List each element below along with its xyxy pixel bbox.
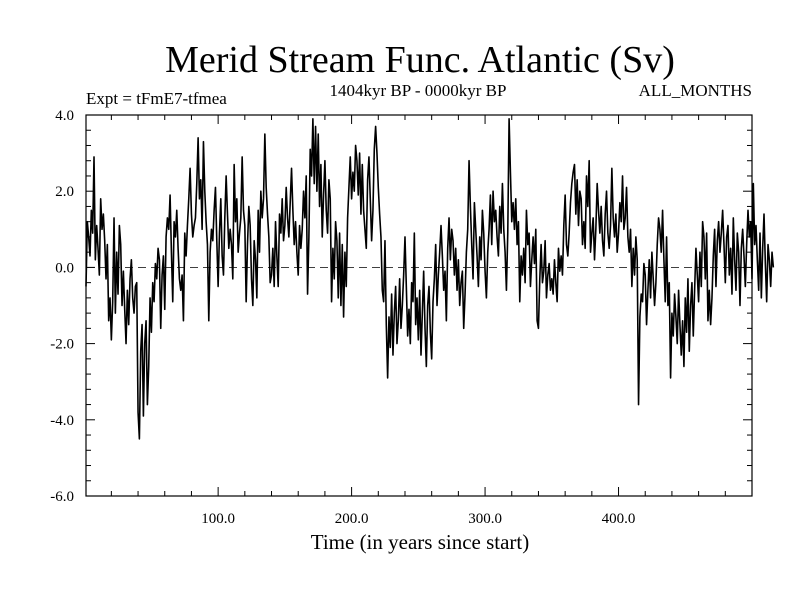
y-tick-label: 0.0 — [55, 260, 74, 276]
time-range-label: 1404kyr BP - 0000kyr BP — [330, 81, 507, 100]
y-tick-label: 4.0 — [55, 108, 74, 124]
plot-frame — [85, 114, 753, 497]
y-tick-label: -6.0 — [50, 489, 74, 505]
series-line — [85, 118, 775, 440]
x-axis: 100.0 200.0 300.0 400.0 — [110, 115, 753, 527]
months-label: ALL_MONTHS — [639, 81, 752, 100]
x-tick-label: 200.0 — [335, 511, 369, 527]
x-tick-label: 300.0 — [468, 511, 502, 527]
y-axis: 4.0 2.0 0.0 -2.0 -4.0 -6.0 — [50, 108, 752, 505]
x-tick-label: 400.0 — [602, 511, 636, 527]
x-axis-label: Time (in years since start) — [311, 530, 530, 554]
y-tick-label: 2.0 — [55, 184, 74, 200]
y-tick-label: -4.0 — [50, 413, 74, 429]
y-tick-label: -2.0 — [50, 337, 74, 353]
experiment-label: Expt = tFmE7-tfmea — [86, 89, 227, 108]
x-tick-label: 100.0 — [201, 511, 235, 527]
chart-title: Merid Stream Func. Atlantic (Sv) — [165, 39, 675, 81]
